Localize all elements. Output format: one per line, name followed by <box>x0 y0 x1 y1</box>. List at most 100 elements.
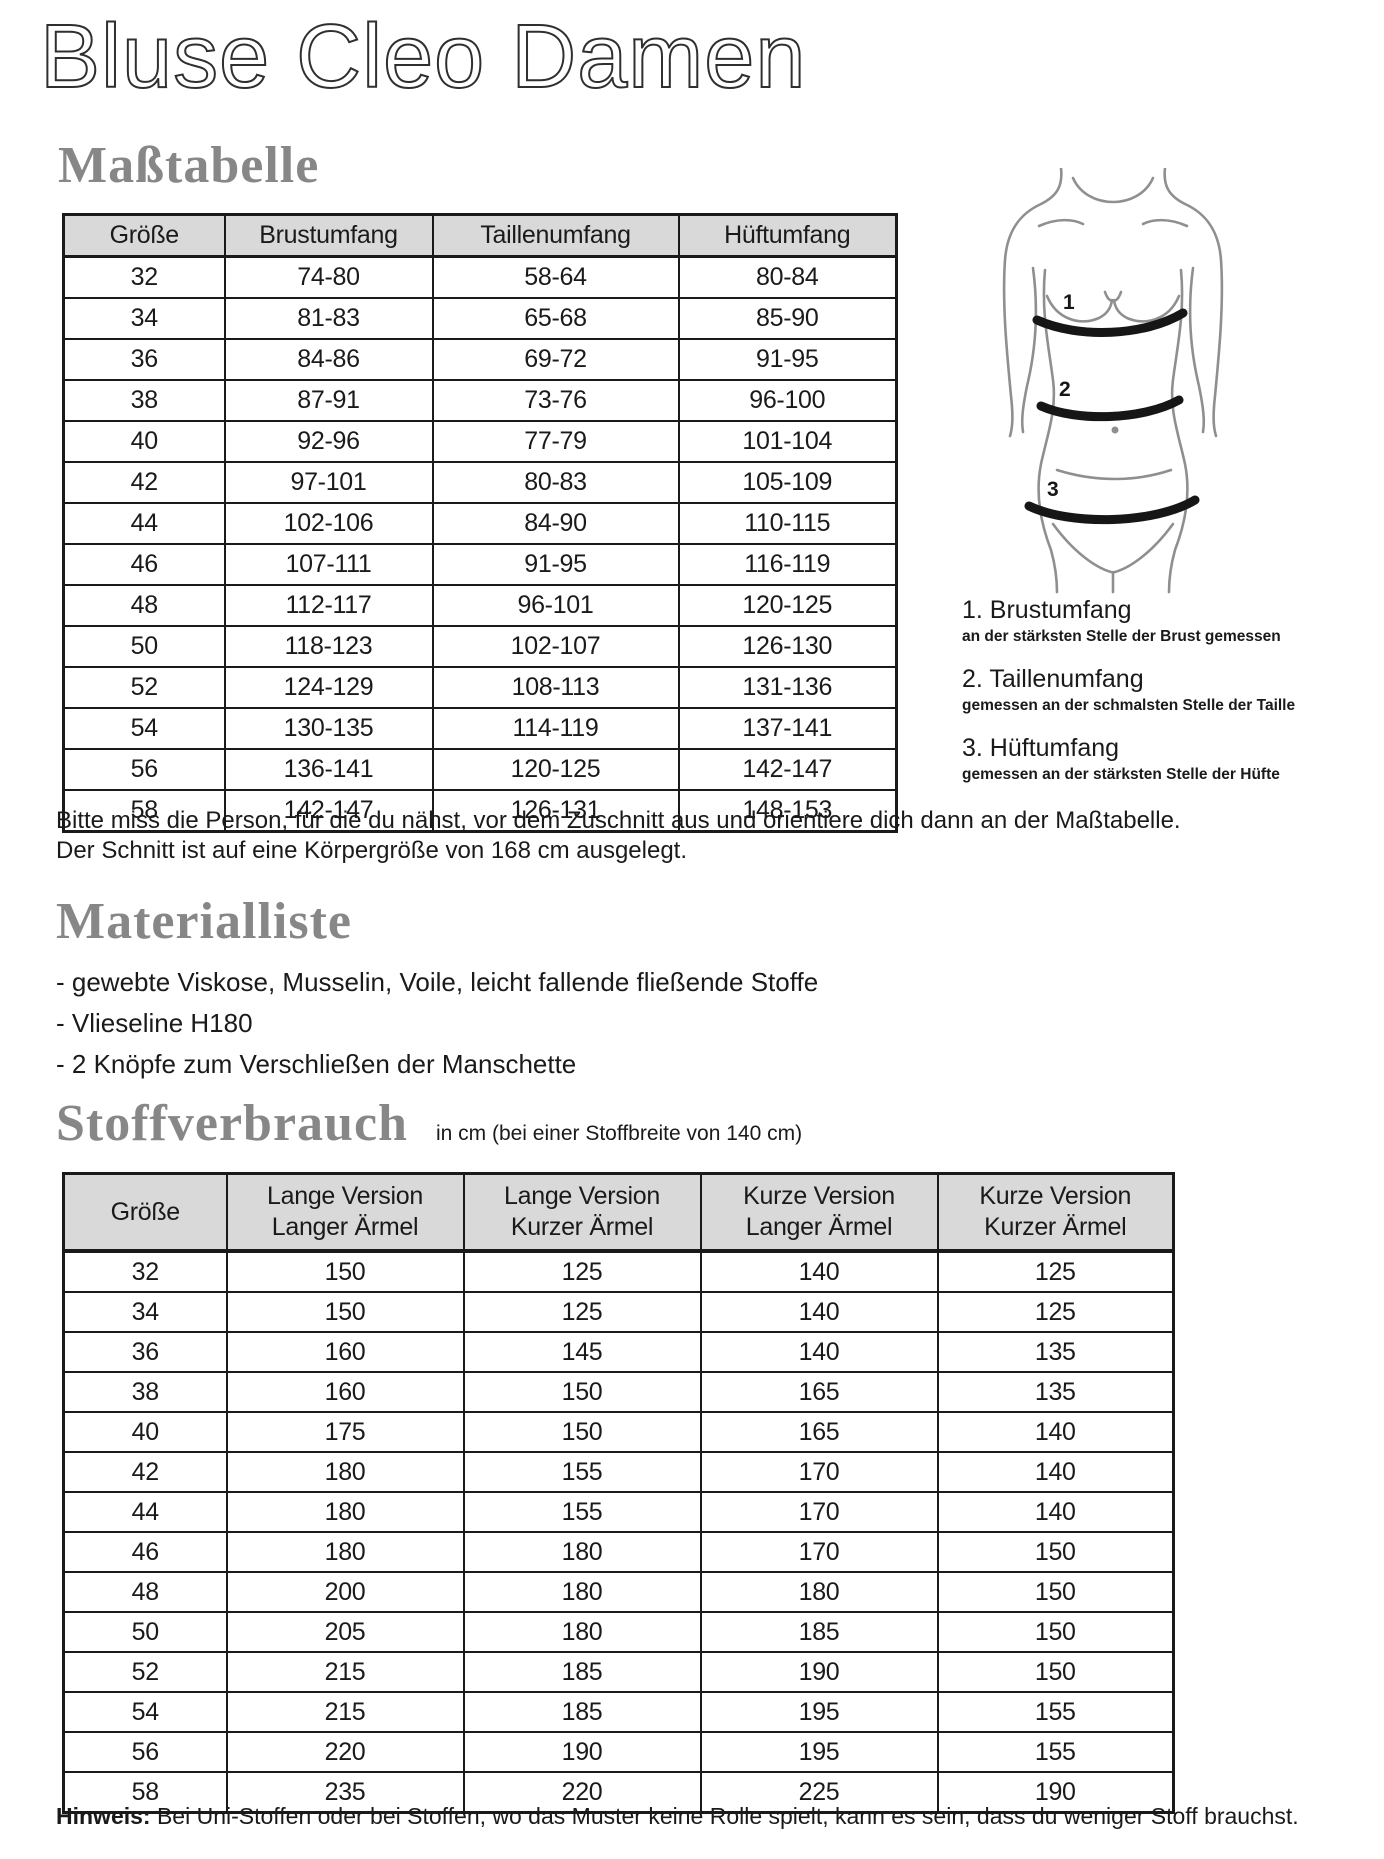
annotation-subtitle: gemessen an der stärksten Stelle der Hüf… <box>962 766 1280 783</box>
table-cell: 145 <box>462 1331 702 1373</box>
table-cell: 180 <box>462 1611 702 1653</box>
table-cell: 220 <box>225 1731 465 1773</box>
table-cell: 125 <box>462 1250 702 1293</box>
table-cell: 137-141 <box>677 707 898 750</box>
annotation-title: 3. Hüftumfang <box>962 734 1120 762</box>
table-row: 58 235 220 225 190 <box>62 1771 1175 1814</box>
table-cell: 120-125 <box>677 584 898 627</box>
fabric-heading: Stoffverbrauch <box>56 1095 408 1152</box>
table-cell: 155 <box>462 1451 702 1493</box>
table-cell: 195 <box>699 1691 939 1733</box>
table-cell: 170 <box>699 1491 939 1533</box>
annotation-title: 2. Taillenumfang <box>962 665 1144 693</box>
table-row: 52 215 185 190 150 <box>62 1651 1175 1693</box>
table-cell: 150 <box>936 1571 1175 1613</box>
table-cell: 32 <box>62 255 226 299</box>
table-cell: 190 <box>936 1771 1175 1814</box>
table-cell: 195 <box>699 1731 939 1773</box>
table-cell: 150 <box>936 1651 1175 1693</box>
table-cell: 142-147 <box>223 789 434 833</box>
table-cell: 52 <box>62 1651 228 1693</box>
table-cell: 136-141 <box>223 748 434 791</box>
table-cell: 140 <box>936 1451 1175 1493</box>
table-cell: 38 <box>62 1371 228 1413</box>
table-cell: 165 <box>699 1371 939 1413</box>
table-cell: 108-113 <box>431 666 680 709</box>
table-row: 34 150 125 140 125 <box>62 1291 1175 1333</box>
table-cell: 40 <box>62 1411 228 1453</box>
table-row: 42 180 155 170 140 <box>62 1451 1175 1493</box>
table-cell: 175 <box>225 1411 465 1453</box>
table-row: 32 150 125 140 125 <box>62 1250 1175 1293</box>
table-row: 36 84-86 69-72 91-95 <box>62 338 898 381</box>
table-cell: 160 <box>225 1371 465 1413</box>
column-header: Kurze Version Langer Ärmel <box>699 1172 939 1253</box>
table-cell: 180 <box>225 1491 465 1533</box>
table-row: 36 160 145 140 135 <box>62 1331 1175 1373</box>
table-row: 44 102-106 84-90 110-115 <box>62 502 898 545</box>
table-cell: 150 <box>462 1411 702 1453</box>
table-cell: 80-84 <box>677 255 898 299</box>
navel-dot <box>1111 426 1119 434</box>
table-cell: 180 <box>225 1531 465 1573</box>
fabric-heading-row: Stoffverbrauch in cm (bei einer Stoffbre… <box>56 1094 802 1153</box>
hinweis-note: Hinweis: Bei Uni-Stoffen oder bei Stoffe… <box>56 1803 1366 1830</box>
annotation-item: 1. Brustumfang an der stärksten Stelle d… <box>962 596 1372 646</box>
table-cell: 190 <box>462 1731 702 1773</box>
table-cell: 131-136 <box>677 666 898 709</box>
table-cell: 140 <box>699 1291 939 1333</box>
hinweis-text: Bei Uni-Stoffen oder bei Stoffen, wo das… <box>150 1803 1299 1829</box>
table-cell: 105-109 <box>677 461 898 504</box>
fabric-table-body: 32 150 125 140 125 34 150 125 140 125 36 160 145 140 1… <box>62 1250 1175 1814</box>
table-cell: 150 <box>936 1611 1175 1653</box>
table-cell: 215 <box>225 1691 465 1733</box>
table-cell: 56 <box>62 1731 228 1773</box>
table-cell: 96-100 <box>677 379 898 422</box>
table-cell: 160 <box>225 1331 465 1373</box>
table-cell: 74-80 <box>223 255 434 299</box>
measure-note-line1: Bitte miss die Person, für die du nähst,… <box>56 807 1181 834</box>
table-cell: 125 <box>462 1291 702 1333</box>
table-cell: 126-131 <box>431 789 680 833</box>
table-cell: 36 <box>62 1331 228 1373</box>
table-row: 40 92-96 77-79 101-104 <box>62 420 898 463</box>
table-cell: 91-95 <box>677 338 898 381</box>
table-row: 50 205 180 185 150 <box>62 1611 1175 1653</box>
table-row: 46 180 180 170 150 <box>62 1531 1175 1573</box>
table-cell: 155 <box>462 1491 702 1533</box>
table-cell: 116-119 <box>677 543 898 586</box>
hip-band <box>1024 495 1200 525</box>
figure-outline <box>1002 168 1224 594</box>
band-label-3: 3 <box>1047 478 1059 501</box>
table-row: 38 87-91 73-76 96-100 <box>62 379 898 422</box>
table-row: 38 160 150 165 135 <box>62 1371 1175 1413</box>
table-row: 40 175 150 165 140 <box>62 1411 1175 1453</box>
table-cell: 81-83 <box>223 297 434 340</box>
table-cell: 34 <box>62 297 226 340</box>
table-cell: 140 <box>699 1331 939 1373</box>
size-table-body: 32 74-80 58-64 80-84 34 81-83 65-68 85-90 36 84-8… <box>62 255 898 833</box>
size-section-heading: Maßtabelle <box>58 137 320 194</box>
table-cell: 140 <box>936 1491 1175 1533</box>
materials-list-item: - Vlieseline H180 <box>56 1008 253 1038</box>
table-row: 48 200 180 180 150 <box>62 1571 1175 1613</box>
body-measurement-figure: 1 2 3 <box>1002 168 1224 594</box>
table-cell: 130-135 <box>223 707 434 750</box>
table-cell: 46 <box>62 543 226 586</box>
column-header: Kurze Version Kurzer Ärmel <box>936 1172 1175 1253</box>
bust-band <box>1032 308 1188 337</box>
column-header: Lange Version Langer Ärmel <box>225 1172 465 1253</box>
table-row: 42 97-101 80-83 105-109 <box>62 461 898 504</box>
table-cell: 58-64 <box>431 255 680 299</box>
table-cell: 44 <box>62 502 226 545</box>
table-row: 56 136-141 120-125 142-147 <box>62 748 898 791</box>
table-cell: 180 <box>699 1571 939 1613</box>
waist-band <box>1036 395 1184 422</box>
size-table: Größe Brustumfang Taillenumfang Hüftumfang … <box>62 213 898 833</box>
table-row: 48 112-117 96-101 120-125 <box>62 584 898 627</box>
table-cell: 180 <box>225 1451 465 1493</box>
table-cell: 69-72 <box>431 338 680 381</box>
table-cell: 140 <box>936 1411 1175 1453</box>
materials-list-item: - 2 Knöpfe zum Verschließen der Manschet… <box>56 1049 577 1079</box>
